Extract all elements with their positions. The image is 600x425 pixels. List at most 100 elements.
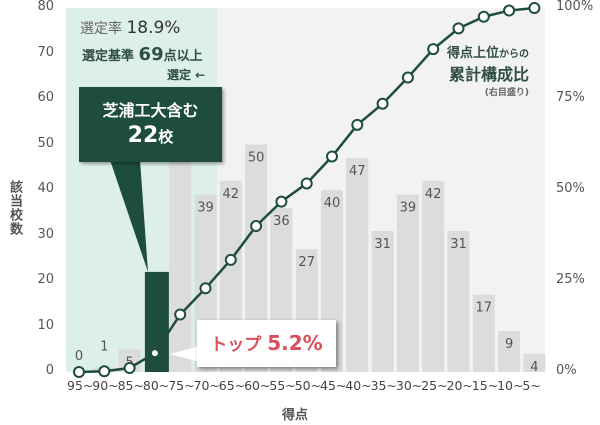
x-tick-label: 60~ [244,378,271,393]
y-right-tick-label: 0% [556,363,577,378]
line-point [427,43,440,56]
x-tick-label: 70~ [193,378,220,393]
bar-value-label: 42 [223,187,240,202]
selection-rate-label: 選定率 [80,21,122,37]
bar [245,144,268,372]
bar [371,230,394,372]
top-label: トップ [210,335,262,355]
y-tick-label: 20 [37,272,54,287]
y-tick-label: 80 [37,0,54,14]
cum-label-small: 得点上位 [447,46,500,61]
callout-pointer [110,160,148,272]
bar-value-label: 0 [75,349,83,364]
y-axis-label: 該当校数 [7,180,22,236]
x-tick-label: 30~ [395,378,423,393]
x-tick-label: 20~ [446,378,473,393]
bar [447,230,470,372]
cum-label-small2: からの [499,49,530,60]
bar-value-label: 40 [324,196,341,211]
line-point [174,308,187,321]
line-point [528,2,541,14]
line-point [477,10,490,23]
line-point [326,150,338,163]
x-tick-label: 35~ [370,378,397,393]
y-tick-label: 50 [37,135,54,151]
bar-value-label: 39 [400,201,417,216]
x-tick-label: 40~ [345,378,372,393]
bar-value-label: 17 [476,301,493,316]
selection-rate-value: 18.9% [126,18,181,38]
criterion-suffix: 点以上 [163,49,203,64]
x-tick-label: 75~ [168,378,195,393]
x-tick-label: 65~ [218,378,246,393]
line-point [224,253,237,266]
bar [346,158,369,372]
line-point [300,177,313,190]
bar-value-label: 31 [450,237,467,252]
bar-value-label: 36 [273,214,290,229]
y-right-tick-label: 50% [556,181,585,196]
selection-rate: 選定率 18.9% [80,18,180,38]
bar [523,353,546,372]
top-share-callout: トップ 5.2% [197,320,336,367]
x-tick-label: 50~ [294,378,322,393]
bar [472,294,495,372]
y-right-tick-label: 100% [556,0,594,14]
bar [422,180,445,372]
y-tick-label: 0 [45,363,54,378]
x-tick-label: 80~ [142,378,170,393]
line-point [151,350,158,357]
x-tick-label: 45~ [320,378,347,393]
line-point [98,365,111,378]
line-point [351,118,364,131]
line-point [199,282,212,295]
line-point [376,97,389,110]
cumulative-line-label: 得点上位からの 累計構成比 (右目盛り) [447,42,529,98]
bar-value-label: 4 [530,360,538,375]
x-tick-label: 5~ [522,378,541,393]
callout-title: 芝浦工大含む [102,101,199,120]
bar-value-label: 31 [374,237,391,252]
bar-value-label: 42 [425,187,442,202]
bar [498,331,521,372]
shibaura-callout: 芝浦工大含む 22校 [79,87,222,162]
cumulative-line-series [73,2,541,378]
top-value: 5.2% [267,331,323,355]
x-tick-label: 55~ [269,378,296,393]
x-tick-label: 95~ [67,378,94,393]
y-tick-label: 10 [37,317,54,333]
selected-arrow-label: 選定 ← [167,68,206,82]
bar-value-label: 1 [100,339,108,354]
line-point [123,361,136,374]
y-tick-label: 60 [37,90,54,105]
x-tick-label: 25~ [421,378,448,393]
x-tick-label: 85~ [117,378,144,393]
criterion-value: 69 [138,44,164,65]
x-axis-label: 得点 [282,408,309,423]
line-point [275,195,288,208]
y-right-tick-label: 25% [556,272,585,287]
y-tick-label: 70 [37,44,54,60]
x-tick-label: 10~ [497,378,524,393]
callout-unit: 校 [158,128,174,146]
bar-value-label: 27 [298,255,315,270]
y-right-tick-label: 75% [556,90,585,105]
criterion-label: 選定基準 [82,49,135,64]
y-tick-label: 40 [37,181,54,196]
bar-value-label: 50 [248,151,265,166]
line-point [250,220,263,233]
cum-label-line1: 得点上位からの [447,42,529,61]
selection-criterion: 選定基準 69点以上 [82,44,203,65]
line-point [503,4,516,17]
callout-count-row: 22校 [79,123,222,148]
x-tick-label: 15~ [471,378,499,393]
bar-value-label: 47 [349,164,366,179]
callout-count: 22 [127,123,159,148]
top-callout-pointer [170,346,200,362]
cum-label-main: 累計構成比 [449,65,530,84]
bar-value-label: 9 [505,337,513,352]
line-point [452,22,465,35]
line-point [73,366,85,378]
line-point [401,71,414,84]
